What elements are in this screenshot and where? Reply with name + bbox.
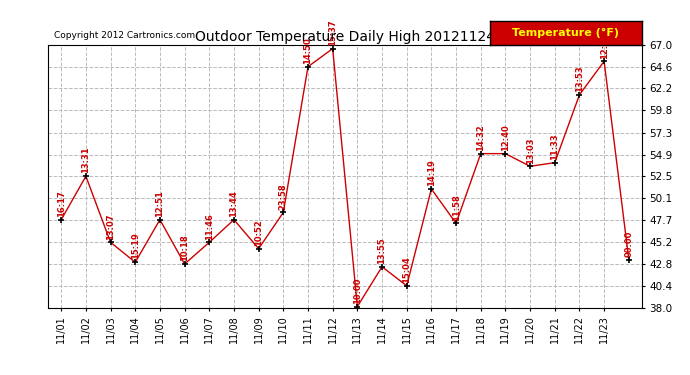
Text: 13:55: 13:55: [377, 237, 386, 264]
Text: 11:33: 11:33: [550, 133, 560, 160]
Text: 23:58: 23:58: [279, 183, 288, 210]
Text: 13:53: 13:53: [575, 65, 584, 92]
Text: 15:37: 15:37: [328, 19, 337, 46]
Text: 16:17: 16:17: [57, 190, 66, 217]
Text: 13:03: 13:03: [526, 137, 535, 164]
Text: 14:32: 14:32: [476, 124, 485, 151]
Text: 12:40: 12:40: [501, 124, 510, 151]
Text: 12:??: 12:??: [600, 34, 609, 58]
Text: Copyright 2012 Cartronics.com: Copyright 2012 Cartronics.com: [55, 31, 195, 40]
Text: 14:19: 14:19: [427, 159, 436, 186]
Text: 14:50: 14:50: [304, 37, 313, 64]
Text: 13:44: 13:44: [230, 190, 239, 217]
Text: 11:46: 11:46: [205, 213, 214, 240]
Text: 12:51: 12:51: [155, 190, 164, 217]
Text: 10:00: 10:00: [353, 278, 362, 304]
Text: 13:07: 13:07: [106, 213, 115, 240]
Text: 10:52: 10:52: [254, 219, 263, 246]
Text: Temperature (°F): Temperature (°F): [512, 28, 620, 38]
Text: 15:19: 15:19: [130, 233, 140, 260]
Text: 13:31: 13:31: [81, 147, 90, 174]
Text: 15:04: 15:04: [402, 256, 411, 283]
Text: 10:18: 10:18: [180, 235, 189, 261]
Title: Outdoor Temperature Daily High 20121124: Outdoor Temperature Daily High 20121124: [195, 30, 495, 44]
Text: 00:00: 00:00: [624, 230, 633, 257]
Text: 11:58: 11:58: [451, 194, 460, 220]
